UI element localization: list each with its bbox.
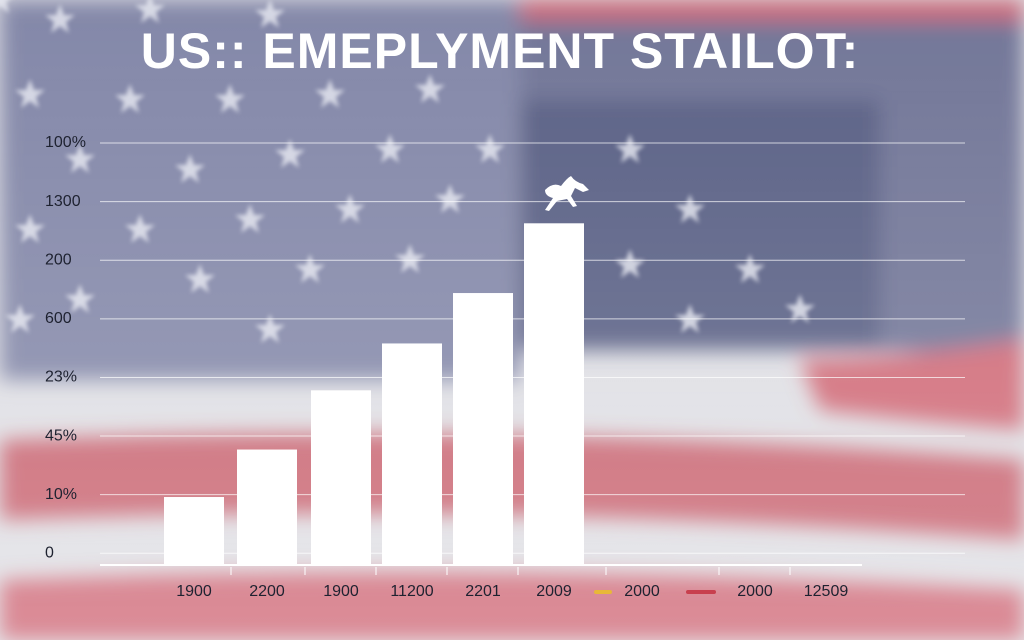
legend-swatch <box>686 590 716 594</box>
x-tick-label: 1900 <box>176 583 212 600</box>
bar <box>453 293 513 565</box>
bar <box>382 343 442 565</box>
x-tick-label: 1900 <box>323 583 359 600</box>
bar <box>311 390 371 565</box>
icon <box>545 176 589 211</box>
x-tick-label: 12509 <box>804 583 849 600</box>
y-tick-label: 23% <box>45 369 77 386</box>
y-tick-label: 600 <box>45 310 72 327</box>
x-tick-label: 11200 <box>390 583 433 600</box>
y-tick-label: 200 <box>45 251 72 268</box>
y-tick-label: 10% <box>45 486 77 503</box>
y-tick-label: 0 <box>45 544 54 561</box>
bar <box>524 223 584 565</box>
bar <box>164 497 224 565</box>
y-tick-label: 1300 <box>45 193 81 210</box>
x-tick-label: 2201 <box>465 583 501 600</box>
y-tick-label: 100% <box>45 134 86 151</box>
bar <box>237 449 297 565</box>
legend-swatch <box>594 590 612 594</box>
chart-title: US:: EMEPLYMENT STAILOT: <box>141 23 859 79</box>
y-tick-label: 45% <box>45 427 77 444</box>
x-tick-label: 2000 <box>624 583 660 600</box>
x-tick-label: 2009 <box>536 583 572 600</box>
x-tick-label: 2200 <box>249 583 285 600</box>
x-tick-label: 2000 <box>737 583 773 600</box>
